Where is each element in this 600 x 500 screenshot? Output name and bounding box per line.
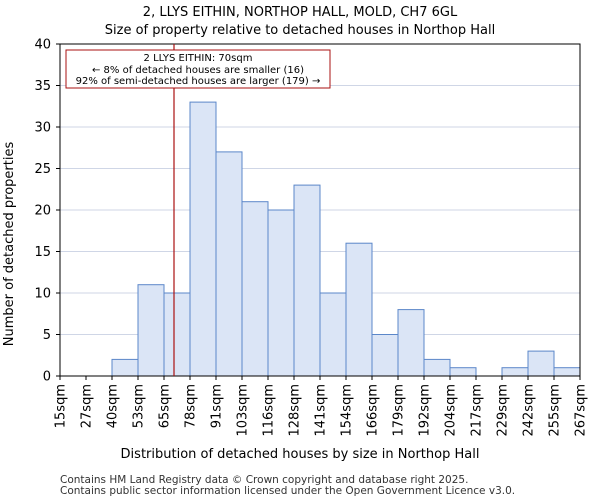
annotation-box: 2 LLYS EITHIN: 70sqm ← 8% of detached ho…: [65, 49, 331, 89]
footer-line-1: Contains HM Land Registry data © Crown c…: [60, 474, 468, 486]
y-tick-label: 5: [43, 328, 51, 343]
x-tick-label: 166sqm: [366, 384, 381, 437]
bar-179sqm: [397, 309, 425, 377]
bar-242sqm: [527, 350, 555, 377]
y-tick-label: 15: [34, 245, 51, 260]
bar-103sqm: [241, 201, 269, 377]
bar-255sqm: [553, 367, 581, 377]
y-tick-label: 35: [34, 79, 51, 94]
bar-192sqm: [423, 358, 451, 377]
x-tick-label: 27sqm: [80, 384, 95, 428]
annotation-frame: [65, 49, 331, 89]
x-axis-label: Distribution of detached houses by size …: [121, 447, 480, 462]
x-tick-label: 217sqm: [470, 384, 485, 437]
x-tick-label: 40sqm: [106, 384, 121, 428]
x-tick-label: 91sqm: [210, 384, 225, 428]
bars: [111, 101, 581, 377]
y-axis-label: Number of detached properties: [2, 142, 17, 347]
x-tick-label: 229sqm: [496, 384, 511, 437]
y-tick-label: 10: [34, 287, 51, 302]
y-tick-label: 0: [43, 370, 51, 385]
x-tick-label: 116sqm: [262, 384, 277, 437]
bar-229sqm: [501, 367, 529, 377]
x-tick-label: 255sqm: [548, 384, 563, 437]
x-tick-label: 267sqm: [574, 384, 589, 437]
chart-title: 2, LLYS EITHIN, NORTHOP HALL, MOLD, CH7 …: [143, 5, 458, 20]
bar-53sqm: [137, 284, 165, 377]
annotation-title: 2 LLYS EITHIN: 70sqm: [144, 53, 253, 64]
x-tick-label: 103sqm: [236, 384, 251, 437]
y-ticks: 0 5 10 15 20 25 30 35 40: [34, 38, 60, 385]
bar-154sqm: [345, 242, 373, 377]
bar-141sqm: [319, 292, 347, 377]
x-ticks: 15sqm 27sqm 40sqm 53sqm 65sqm 78sqm 91sqm 103sq…: [54, 376, 589, 437]
x-tick-label: 179sqm: [392, 384, 407, 437]
x-tick-label: 154sqm: [340, 384, 355, 437]
y-tick-label: 40: [34, 38, 51, 53]
x-tick-label: 204sqm: [444, 384, 459, 437]
y-tick-label: 25: [34, 162, 51, 177]
x-tick-label: 15sqm: [54, 384, 69, 428]
bar-40sqm: [111, 358, 139, 377]
bar-78sqm: [189, 101, 217, 377]
y-tick-label: 30: [34, 121, 51, 136]
x-tick-label: 128sqm: [288, 384, 303, 437]
annotation-larger: 92% of semi-detached houses are larger (…: [76, 76, 321, 87]
bar-65sqm: [163, 292, 191, 377]
x-tick-label: 192sqm: [418, 384, 433, 437]
x-tick-label: 242sqm: [522, 384, 537, 437]
x-tick-label: 53sqm: [132, 384, 147, 428]
x-tick-label: 78sqm: [184, 384, 199, 428]
annotation-smaller: ← 8% of detached houses are smaller (16): [92, 65, 304, 76]
bar-128sqm: [293, 184, 321, 377]
chart-subtitle: Size of property relative to detached ho…: [105, 23, 495, 38]
bar-116sqm: [267, 209, 295, 377]
x-tick-label: 141sqm: [314, 384, 329, 437]
bar-204sqm: [449, 367, 477, 377]
y-tick-label: 20: [34, 204, 51, 219]
footer-line-2: Contains public sector information licen…: [60, 485, 515, 497]
bar-91sqm: [215, 151, 243, 377]
x-tick-label: 65sqm: [158, 384, 173, 428]
bar-166sqm: [371, 334, 399, 377]
